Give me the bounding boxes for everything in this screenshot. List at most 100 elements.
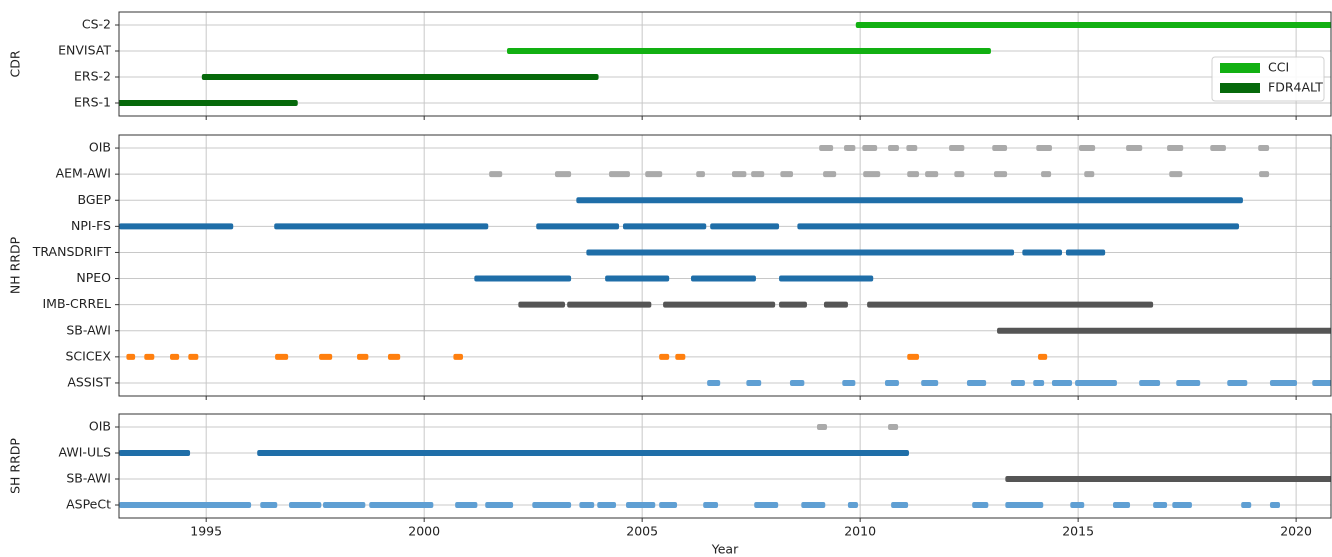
segment	[1041, 171, 1052, 178]
legend-label: CCI	[1268, 60, 1289, 75]
segment	[387, 353, 401, 360]
segment	[1005, 476, 1331, 482]
segment	[659, 353, 670, 360]
segment	[1167, 145, 1184, 152]
segment	[1051, 379, 1073, 386]
segment	[906, 145, 918, 152]
y-axis-title: CDR	[8, 50, 23, 77]
segment	[816, 424, 828, 430]
segment	[605, 275, 670, 282]
segment	[885, 379, 899, 386]
segment	[1126, 145, 1143, 152]
segment	[567, 301, 652, 308]
segment	[779, 275, 874, 282]
segment	[954, 171, 965, 178]
segment	[696, 171, 705, 178]
segment	[275, 353, 289, 360]
segment	[1176, 379, 1201, 386]
segment	[144, 353, 155, 360]
y-tick-label: CS-2	[82, 17, 111, 32]
segment	[260, 502, 278, 508]
segment	[1010, 379, 1025, 386]
segment	[455, 502, 478, 508]
segment	[675, 353, 686, 360]
segment	[119, 502, 252, 508]
segment	[1084, 171, 1095, 178]
segment	[1153, 502, 1168, 508]
segment	[949, 145, 965, 152]
segment	[888, 424, 899, 430]
segment	[921, 379, 939, 386]
segment	[751, 171, 765, 178]
legend-swatch	[1220, 83, 1260, 93]
segment	[797, 223, 1240, 230]
segment	[703, 502, 719, 508]
segment	[779, 301, 807, 308]
segment	[1070, 502, 1085, 508]
segment	[731, 171, 747, 178]
segment	[626, 502, 656, 508]
segment	[663, 301, 776, 308]
legend-swatch	[1220, 63, 1260, 73]
segment	[357, 353, 369, 360]
segment	[1113, 502, 1131, 508]
y-tick-label: ERS-1	[74, 95, 111, 110]
segments	[119, 22, 1331, 106]
segment	[170, 353, 180, 360]
y-tick-label: ERS-2	[74, 69, 111, 84]
segment	[1227, 379, 1248, 386]
segment	[1210, 145, 1226, 152]
segment	[1022, 249, 1063, 256]
segment	[780, 171, 794, 178]
legend-label: FDR4ALT	[1268, 80, 1323, 95]
segment	[855, 22, 1331, 28]
y-tick-label: SB-AWI	[66, 471, 111, 486]
segment	[659, 502, 678, 508]
segment	[1259, 171, 1270, 178]
y-tick-label: BGEP	[78, 192, 112, 207]
segment	[485, 502, 514, 508]
segment	[489, 171, 503, 178]
segment	[754, 502, 779, 508]
segment	[862, 145, 878, 152]
segment	[1065, 249, 1106, 256]
segment	[1172, 502, 1192, 508]
x-tick-label: 2000	[408, 524, 440, 539]
segment	[645, 171, 663, 178]
segment	[891, 502, 909, 508]
y-tick-label: ASSIST	[67, 374, 111, 389]
segment	[867, 301, 1154, 308]
segment	[507, 48, 991, 54]
segment	[997, 327, 1331, 334]
segment	[1312, 379, 1331, 386]
segment	[369, 502, 434, 508]
segment	[319, 353, 333, 360]
segment	[579, 502, 595, 508]
y-tick-label: ENVISAT	[58, 43, 111, 58]
x-axis-title: Year	[711, 542, 739, 557]
segment	[819, 145, 834, 152]
segment	[1075, 379, 1117, 386]
segment	[289, 502, 322, 508]
segment	[474, 275, 572, 282]
segment	[536, 223, 620, 230]
segment	[554, 171, 572, 178]
segment	[586, 249, 1015, 256]
segment	[844, 145, 856, 152]
segment	[1269, 502, 1280, 508]
x-tick-label: 2005	[626, 524, 658, 539]
segment	[907, 353, 920, 360]
segment	[518, 301, 565, 308]
segment	[801, 502, 826, 508]
segment	[842, 379, 856, 386]
segment	[1005, 502, 1044, 508]
y-tick-label: SCICEX	[65, 348, 111, 363]
y-tick-label: OIB	[89, 419, 111, 434]
plot-frame	[118, 134, 1332, 397]
x-tick-label: 2020	[1280, 524, 1312, 539]
y-tick-label: OIB	[89, 140, 111, 155]
segments	[119, 145, 1331, 386]
segment	[823, 171, 837, 178]
segment	[1258, 145, 1270, 152]
